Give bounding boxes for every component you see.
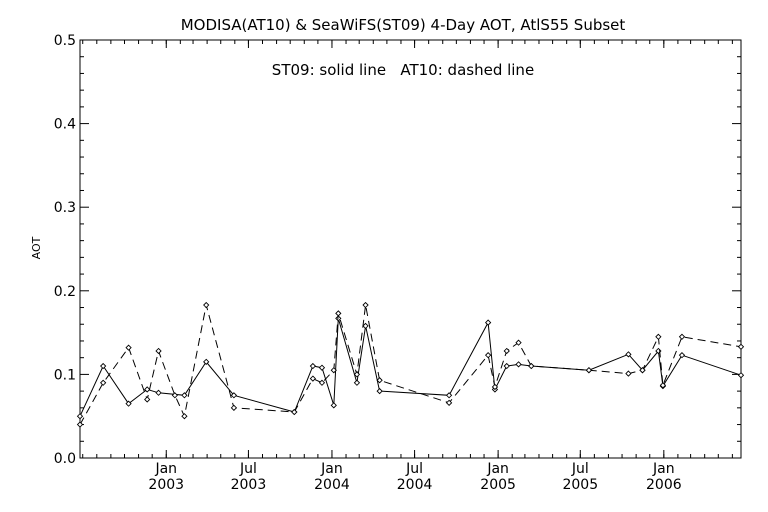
data-point-st09	[330, 402, 337, 409]
data-point-at10	[335, 310, 342, 317]
data-point-st09	[376, 387, 383, 395]
data-point-at10	[144, 396, 151, 403]
data-point-at10	[585, 367, 593, 374]
series-line-st09	[79, 318, 742, 417]
data-point-st09	[484, 319, 492, 326]
series-line-at10	[79, 304, 742, 425]
x-tick-label-month: Jul	[239, 461, 257, 477]
data-point-st09	[678, 352, 686, 359]
data-point-st09	[309, 362, 317, 370]
data-point-st09	[503, 362, 510, 370]
data-point-st09	[737, 372, 745, 379]
x-tick-label-year: 2003	[231, 477, 267, 493]
data-point-at10	[291, 408, 298, 416]
data-point-at10	[230, 404, 238, 411]
x-tick-label-month: Jul	[405, 461, 423, 477]
data-point-st09	[144, 386, 151, 393]
x-tick-label-month: Jan	[320, 461, 343, 477]
y-tick-label: 0.2	[54, 284, 76, 300]
x-tick-label-year: 2003	[148, 477, 184, 493]
data-point-at10	[100, 379, 107, 386]
data-point-at10	[330, 367, 337, 374]
x-tick-label-year: 2005	[480, 477, 516, 493]
data-point-st09	[181, 392, 188, 399]
data-point-at10	[503, 347, 510, 355]
plot-frame	[79, 39, 742, 459]
data-point-st09	[515, 361, 522, 368]
data-point-at10	[528, 362, 535, 370]
x-tick-label-month: Jul	[571, 461, 589, 477]
x-tick-label-year: 2005	[562, 477, 598, 493]
data-point-st09	[76, 413, 84, 420]
data-point-at10	[181, 413, 188, 420]
x-tick-label-month: Jan	[486, 461, 509, 477]
data-point-at10	[309, 375, 317, 382]
data-point-at10	[125, 344, 132, 351]
data-point-at10	[76, 421, 84, 428]
data-point-st09	[203, 358, 210, 365]
data-point-at10	[362, 301, 369, 309]
axis-ticks: 0.00.10.20.30.40.5Jan2003Jul2003Jan2004J…	[54, 33, 741, 493]
data-point-at10	[515, 339, 522, 346]
x-tick-label-month: Jan	[154, 461, 177, 477]
data-point-at10	[353, 371, 361, 378]
data-point-at10	[484, 352, 492, 359]
x-tick-label-year: 2004	[397, 477, 433, 493]
data-point-at10	[737, 343, 745, 350]
data-point-st09	[100, 362, 107, 370]
data-point-at10	[203, 301, 210, 309]
y-tick-label: 0.3	[54, 200, 76, 216]
plot-axes	[79, 39, 742, 459]
data-point-st09	[445, 392, 453, 399]
data-point-at10	[655, 333, 662, 340]
y-tick-label: 0.5	[54, 33, 76, 49]
data-point-st09	[625, 351, 632, 358]
y-tick-label: 0.4	[54, 117, 76, 133]
series-layer	[76, 301, 745, 428]
data-point-at10	[639, 367, 646, 374]
data-point-at10	[376, 377, 383, 384]
data-point-st09	[155, 389, 162, 396]
data-point-at10	[659, 382, 667, 389]
x-tick-label-month: Jan	[652, 461, 675, 477]
y-tick-label: 0.0	[54, 451, 76, 467]
data-point-st09	[318, 364, 326, 371]
data-point-at10	[445, 399, 453, 406]
x-tick-label-year: 2006	[646, 477, 682, 493]
data-point-st09	[125, 400, 132, 407]
y-tick-label: 0.1	[54, 367, 76, 383]
x-tick-label-year: 2004	[314, 477, 350, 493]
data-point-at10	[155, 347, 162, 355]
data-point-st09	[362, 322, 369, 330]
data-point-st09	[353, 379, 361, 386]
data-point-at10	[491, 383, 499, 391]
data-point-st09	[230, 392, 238, 399]
data-point-at10	[625, 370, 632, 377]
chart-title: MODISA(AT10) & SeaWiFS(ST09) 4-Day AOT, …	[181, 16, 626, 34]
data-point-at10	[171, 392, 179, 399]
chart-annotation: ST09: solid line AT10: dashed line	[272, 61, 534, 79]
y-axis-label: AOT	[30, 236, 43, 259]
data-point-at10	[318, 379, 326, 386]
data-point-at10	[678, 333, 686, 340]
